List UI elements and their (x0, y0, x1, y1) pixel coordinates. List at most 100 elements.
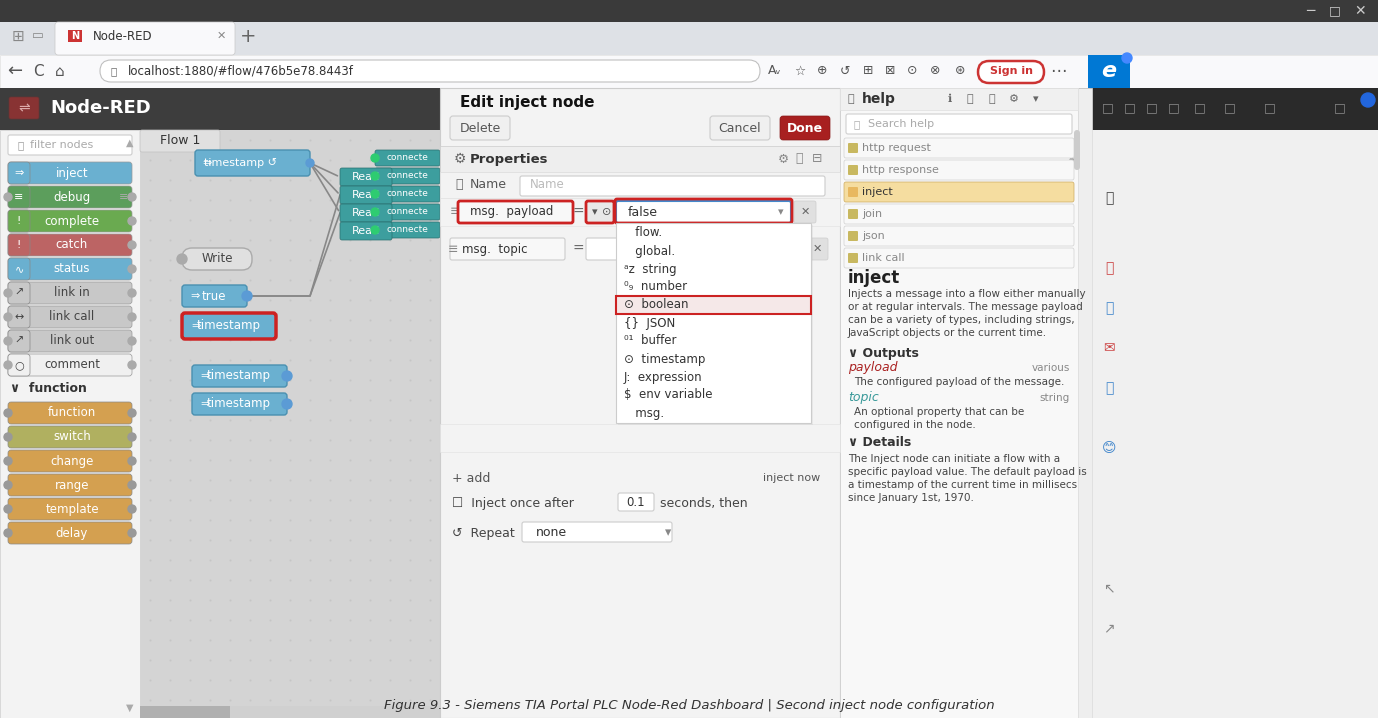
Text: ▲: ▲ (127, 138, 134, 148)
Text: ▾: ▾ (593, 207, 598, 217)
FancyBboxPatch shape (8, 402, 132, 424)
Text: □: □ (1330, 4, 1341, 17)
FancyBboxPatch shape (375, 204, 440, 220)
Text: =: = (572, 242, 584, 256)
Text: Read: Read (351, 190, 380, 200)
Text: ≡: ≡ (120, 192, 128, 202)
Text: ⊞: ⊞ (11, 29, 25, 44)
Text: 😊: 😊 (1102, 441, 1116, 455)
Text: debug: debug (54, 190, 91, 203)
Circle shape (4, 289, 12, 297)
Text: specific payload value. The default payload is: specific payload value. The default payl… (847, 467, 1087, 477)
Circle shape (4, 505, 12, 513)
FancyBboxPatch shape (141, 130, 220, 152)
Text: ≡: ≡ (448, 243, 459, 256)
Text: ⊞: ⊞ (863, 65, 874, 78)
FancyBboxPatch shape (0, 22, 1378, 55)
FancyBboxPatch shape (847, 209, 858, 219)
FancyBboxPatch shape (8, 306, 30, 328)
Text: ⊛: ⊛ (955, 65, 965, 78)
Text: Name: Name (531, 179, 565, 192)
Text: Read: Read (351, 172, 380, 182)
Text: ▭: ▭ (32, 29, 44, 42)
Text: ⊙  timestamp: ⊙ timestamp (624, 353, 706, 365)
FancyBboxPatch shape (847, 143, 858, 153)
FancyBboxPatch shape (8, 162, 30, 184)
FancyBboxPatch shape (616, 296, 812, 314)
Text: ⇒: ⇒ (190, 291, 200, 301)
Text: 🏷: 🏷 (455, 179, 463, 192)
FancyBboxPatch shape (340, 222, 391, 240)
Text: ▼: ▼ (127, 703, 134, 713)
Text: filter nodes: filter nodes (30, 140, 94, 150)
Text: Search help: Search help (868, 119, 934, 129)
Text: since January 1st, 1970.: since January 1st, 1970. (847, 493, 974, 503)
Circle shape (128, 481, 136, 489)
FancyBboxPatch shape (843, 160, 1073, 180)
FancyBboxPatch shape (10, 97, 39, 119)
Text: ↗: ↗ (14, 336, 23, 346)
Text: http request: http request (863, 143, 932, 153)
FancyBboxPatch shape (0, 130, 141, 718)
FancyBboxPatch shape (192, 393, 287, 415)
Text: □: □ (1124, 101, 1135, 114)
Text: join: join (863, 209, 882, 219)
Text: □: □ (1102, 101, 1113, 114)
Text: ⊙: ⊙ (907, 65, 918, 78)
Text: switch: switch (54, 431, 91, 444)
FancyBboxPatch shape (617, 493, 655, 511)
Text: Deploy: Deploy (936, 101, 992, 116)
FancyBboxPatch shape (101, 60, 761, 82)
Text: ⇒: ⇒ (14, 168, 23, 178)
Text: true: true (201, 289, 226, 302)
FancyBboxPatch shape (8, 135, 132, 155)
Text: change: change (51, 454, 94, 467)
Circle shape (1361, 93, 1375, 107)
Text: ⊙: ⊙ (602, 207, 612, 217)
FancyBboxPatch shape (8, 426, 132, 448)
FancyBboxPatch shape (978, 61, 1045, 83)
Text: catch: catch (56, 238, 88, 251)
FancyBboxPatch shape (616, 223, 812, 423)
FancyBboxPatch shape (1090, 88, 1378, 130)
Text: timestamp: timestamp (197, 320, 260, 332)
Text: link call: link call (863, 253, 904, 263)
Text: http response: http response (863, 165, 938, 175)
FancyBboxPatch shape (710, 116, 770, 140)
FancyBboxPatch shape (0, 0, 1378, 22)
FancyBboxPatch shape (841, 88, 1078, 718)
FancyBboxPatch shape (340, 168, 391, 186)
Text: help: help (863, 92, 896, 106)
Text: Done: Done (787, 121, 823, 134)
Text: ✕: ✕ (801, 207, 810, 217)
Text: J:  expression: J: expression (624, 370, 703, 383)
FancyBboxPatch shape (1091, 88, 1378, 718)
FancyBboxPatch shape (8, 498, 132, 520)
FancyBboxPatch shape (8, 162, 132, 184)
Text: ✕: ✕ (812, 244, 821, 254)
Text: Read: Read (351, 226, 380, 236)
Text: configured in the node.: configured in the node. (854, 420, 976, 430)
Text: global.: global. (624, 245, 675, 258)
Text: ←: ← (7, 62, 22, 80)
Circle shape (128, 265, 136, 273)
Circle shape (4, 481, 12, 489)
Circle shape (128, 409, 136, 417)
Text: ⇒: ⇒ (192, 321, 201, 331)
Text: can be a variety of types, including strings,: can be a variety of types, including str… (847, 315, 1075, 325)
Text: !: ! (17, 216, 21, 226)
Text: ∨  function: ∨ function (10, 381, 87, 394)
Circle shape (4, 313, 12, 321)
Text: ≡: ≡ (451, 205, 460, 218)
Circle shape (306, 159, 314, 167)
FancyBboxPatch shape (8, 234, 30, 256)
Text: Node-RED: Node-RED (92, 29, 153, 42)
FancyBboxPatch shape (141, 706, 230, 718)
Text: ⇒: ⇒ (200, 399, 209, 409)
Text: □: □ (1334, 101, 1346, 114)
Text: JavaScript objects or the current time.: JavaScript objects or the current time. (847, 328, 1047, 338)
Circle shape (371, 190, 379, 198)
FancyBboxPatch shape (451, 116, 510, 140)
Circle shape (371, 172, 379, 180)
Text: ↔: ↔ (14, 312, 23, 322)
